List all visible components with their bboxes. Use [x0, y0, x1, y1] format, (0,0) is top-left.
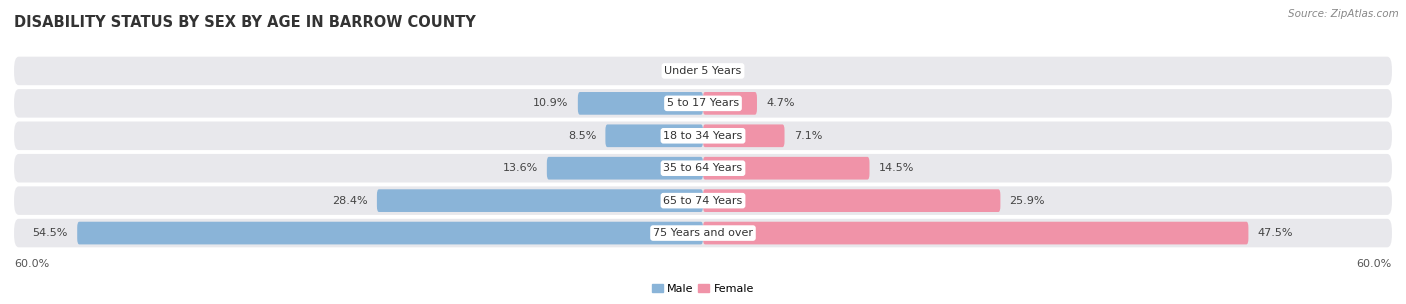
Text: 5 to 17 Years: 5 to 17 Years [666, 98, 740, 108]
FancyBboxPatch shape [77, 222, 703, 244]
FancyBboxPatch shape [547, 157, 703, 180]
Text: 47.5%: 47.5% [1257, 228, 1294, 238]
FancyBboxPatch shape [377, 189, 703, 212]
Text: 0.0%: 0.0% [665, 66, 693, 76]
Text: 18 to 34 Years: 18 to 34 Years [664, 131, 742, 141]
FancyBboxPatch shape [14, 219, 1392, 247]
FancyBboxPatch shape [14, 57, 1392, 85]
Text: 35 to 64 Years: 35 to 64 Years [664, 163, 742, 173]
FancyBboxPatch shape [14, 186, 1392, 215]
Text: DISABILITY STATUS BY SEX BY AGE IN BARROW COUNTY: DISABILITY STATUS BY SEX BY AGE IN BARRO… [14, 15, 475, 30]
Text: 4.7%: 4.7% [766, 98, 794, 108]
Text: 0.0%: 0.0% [713, 66, 741, 76]
Text: 7.1%: 7.1% [794, 131, 823, 141]
Text: 14.5%: 14.5% [879, 163, 914, 173]
FancyBboxPatch shape [703, 92, 756, 115]
FancyBboxPatch shape [703, 189, 1001, 212]
Legend: Male, Female: Male, Female [647, 279, 759, 298]
Text: 8.5%: 8.5% [568, 131, 596, 141]
FancyBboxPatch shape [703, 222, 1249, 244]
Text: 60.0%: 60.0% [1357, 259, 1392, 269]
Text: 75 Years and over: 75 Years and over [652, 228, 754, 238]
FancyBboxPatch shape [578, 92, 703, 115]
FancyBboxPatch shape [606, 124, 703, 147]
Text: 28.4%: 28.4% [332, 196, 368, 206]
Text: 60.0%: 60.0% [14, 259, 49, 269]
Text: 13.6%: 13.6% [502, 163, 537, 173]
FancyBboxPatch shape [14, 89, 1392, 118]
FancyBboxPatch shape [14, 122, 1392, 150]
Text: Source: ZipAtlas.com: Source: ZipAtlas.com [1288, 9, 1399, 19]
FancyBboxPatch shape [14, 154, 1392, 182]
Text: Under 5 Years: Under 5 Years [665, 66, 741, 76]
Text: 10.9%: 10.9% [533, 98, 568, 108]
FancyBboxPatch shape [703, 124, 785, 147]
Text: 54.5%: 54.5% [32, 228, 67, 238]
Text: 25.9%: 25.9% [1010, 196, 1045, 206]
Text: 65 to 74 Years: 65 to 74 Years [664, 196, 742, 206]
FancyBboxPatch shape [703, 157, 869, 180]
